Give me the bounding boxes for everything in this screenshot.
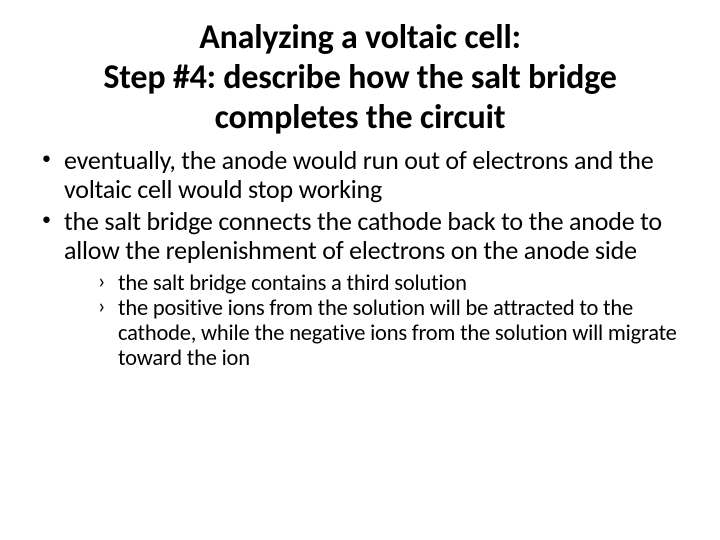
title-line-2: Step #4: describe how the salt bridge co… — [103, 57, 616, 138]
title-line-1: Analyzing a voltaic cell: — [199, 17, 521, 58]
slide: Analyzing a voltaic cell: Step #4: descr… — [0, 0, 720, 540]
sub-bullet-text: the salt bridge contains a third solutio… — [118, 270, 467, 297]
sub-bullet-item: the salt bridge contains a third solutio… — [64, 271, 684, 296]
bullet-text: eventually, the anode would run out of e… — [64, 144, 654, 205]
slide-title: Analyzing a voltaic cell: Step #4: descr… — [72, 18, 648, 138]
bullet-text: the salt bridge connects the cathode bac… — [64, 205, 662, 266]
bullet-item: eventually, the anode would run out of e… — [36, 146, 684, 204]
bullet-item: the salt bridge connects the cathode bac… — [36, 207, 684, 372]
sub-bullet-list: the salt bridge contains a third solutio… — [64, 271, 684, 372]
sub-bullet-text: the positive ions from the solution will… — [118, 295, 677, 372]
sub-bullet-item: the positive ions from the solution will… — [64, 296, 684, 372]
bullet-list: eventually, the anode would run out of e… — [36, 146, 684, 371]
